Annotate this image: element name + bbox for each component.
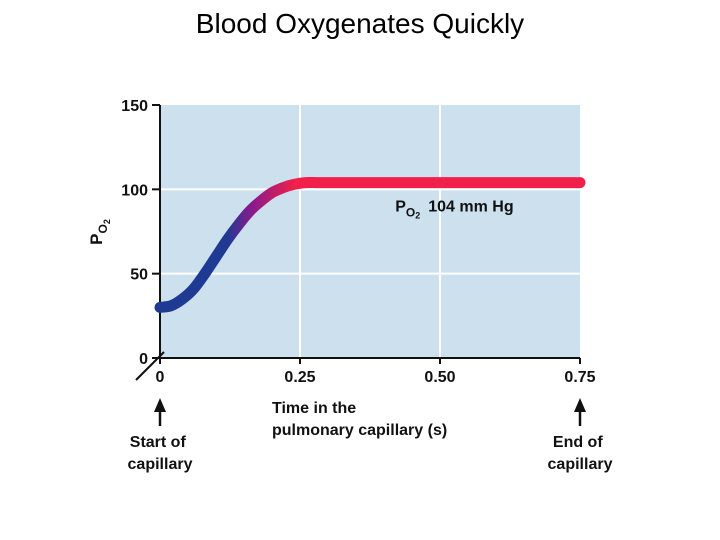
start-label-line-2: capillary bbox=[128, 456, 193, 473]
y-tick-label-1: 50 bbox=[130, 267, 148, 284]
end-arrow-icon bbox=[574, 398, 586, 412]
x-tick-labels: 0 0.25 0.50 0.75 bbox=[156, 358, 596, 386]
annotation-o: O bbox=[406, 205, 415, 219]
po2-annotation: PO2 104 mm Hg bbox=[395, 198, 513, 220]
po2-curve bbox=[154, 176, 586, 313]
end-label-line-1: End of bbox=[553, 434, 603, 451]
start-marker: Start of capillary bbox=[128, 398, 193, 473]
axes bbox=[135, 105, 580, 381]
x-tick-label-0: 0 bbox=[156, 369, 165, 386]
y-axis-label-subsub: 2 bbox=[102, 219, 112, 224]
x-axis-label-line-1: Time in the bbox=[272, 400, 356, 417]
start-label-line-1: Start of bbox=[130, 434, 187, 451]
grid-lines bbox=[160, 105, 580, 358]
annotation-2: 2 bbox=[415, 210, 420, 220]
annotation-p: P bbox=[395, 198, 406, 215]
x-axis-label-line-2: pulmonary capillary (s) bbox=[272, 422, 447, 439]
end-label-line-2: capillary bbox=[548, 456, 613, 473]
plot-area bbox=[160, 105, 580, 358]
x-tick-label-3: 0.75 bbox=[564, 369, 595, 386]
y-tick-label-0: 0 bbox=[139, 351, 148, 368]
y-axis-label: PO2 bbox=[87, 219, 112, 245]
y-tick-labels: 0 50 100 150 bbox=[121, 98, 160, 368]
x-tick-label-1: 0.25 bbox=[284, 369, 315, 386]
y-tick-label-3: 150 bbox=[121, 98, 148, 115]
start-of-capillary-label: Start of capillary bbox=[128, 434, 193, 473]
y-axis-label-sub: O bbox=[96, 224, 110, 233]
end-marker: End of capillary bbox=[548, 398, 613, 473]
start-arrow-icon bbox=[154, 398, 166, 412]
end-of-capillary-label: End of capillary bbox=[548, 434, 613, 473]
y-tick-label-2: 100 bbox=[121, 182, 148, 199]
y-axis-label-main: P bbox=[87, 234, 106, 245]
annotation-value: 104 mm Hg bbox=[428, 198, 513, 215]
x-tick-label-2: 0.50 bbox=[424, 369, 455, 386]
slide-title: Blood Oxygenates Quickly bbox=[195, 8, 525, 39]
axis-break-mark bbox=[135, 351, 165, 381]
x-axis-label: Time in the pulmonary capillary (s) bbox=[272, 400, 447, 439]
